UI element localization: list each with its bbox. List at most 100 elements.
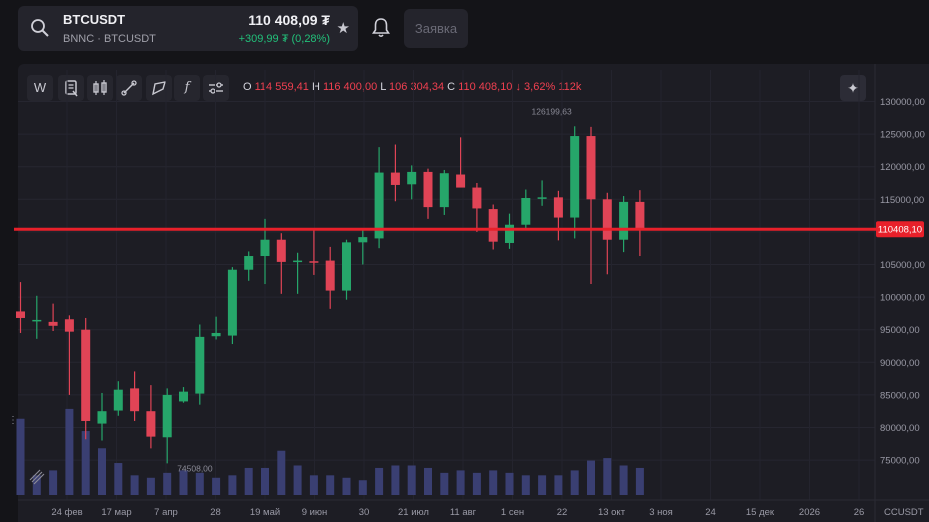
candle-body [162,394,172,438]
candle-body [570,136,580,218]
candle-body [81,329,91,421]
candle-body [456,174,466,188]
bell-icon[interactable] [371,17,391,39]
ohlc-open: 114 559,41 [254,81,309,93]
y-tick-label: 80000,00 [880,423,920,434]
x-tick-label: 11 авг [450,507,477,518]
max-price-annotation: 126199,63 [532,106,572,116]
volume-bar [81,431,90,495]
volume-bar [309,475,318,495]
volume-bar [261,467,269,495]
volume-bar [228,475,237,495]
volume-bar [440,472,449,495]
x-tick-label: 30 [359,507,370,518]
volume-bar [98,448,106,495]
star-icon[interactable]: ★ [336,20,350,37]
volume-bar [635,467,644,495]
volume-bar [603,458,612,495]
function-button[interactable]: f [174,75,200,101]
candle-body [113,389,123,411]
current-price-tag [876,221,924,238]
volume-bar [358,480,367,495]
candle-body [146,411,156,437]
x-tick-label: 13 окт [598,507,626,518]
ticker-change: +309,99 ₮ (0,28%) [238,33,330,45]
candle-body [472,187,482,209]
ticker-exchange: BNNC · BTCUSDT [63,33,156,45]
candle-body [16,311,25,318]
candle-body [179,391,188,402]
volume-bar [424,467,432,495]
x-tick-label: 22 [557,507,568,518]
volume-bar [195,472,204,495]
candle-body [488,209,498,242]
candle-body [130,388,140,412]
ohlc-close-label: C [447,81,456,93]
x-tick-label: 3 ноя [649,507,673,518]
x-tick-label: 7 апр [154,507,178,518]
shape-tool-icon[interactable] [146,75,172,101]
candle-body [97,411,107,424]
volume-bar [391,465,400,495]
y-tick-label: 95000,00 [880,325,920,336]
min-price-annotation: 74508,00 [177,463,213,473]
candle-body [407,171,417,185]
y-tick-label: 125000,00 [880,130,925,141]
y-tick-label: 85000,00 [880,390,920,401]
x-tick-label: 2026 [799,507,820,518]
y-tick-label: 130000,00 [880,97,925,108]
x-tick-label: 26 [854,507,865,518]
drag-handle-icon[interactable]: ⋮ [8,415,18,426]
candle-body [276,239,286,262]
volume-bar [505,472,514,495]
candle-body [602,199,612,240]
volume-bar [538,475,547,495]
indicator-icon[interactable] [58,75,84,101]
candle-body [358,237,368,243]
sparkle-icon[interactable]: ✦ [840,75,866,101]
volume-bar [456,470,465,495]
ticker-card[interactable]: BTCUSDT BNNC · BTCUSDT 110 408,09 ₮ +309… [18,6,358,51]
volume-bar [212,477,221,495]
candle-type-icon[interactable] [87,75,113,101]
candles [16,126,645,464]
x-tick-label: 28 [210,507,221,518]
ohlc-close: 110 408,10 [458,81,513,93]
x-tick-label: 17 мар [101,507,131,518]
ohlc-low: 106 304,34 [389,81,445,93]
volume-bar [521,475,530,495]
candle-body [309,261,319,263]
ruler-icon-stroke [29,469,45,485]
volume-bar [277,450,286,495]
candle-body [390,172,400,185]
ticker-price: 110 408,09 ₮ [248,12,330,28]
y-tick-label: 105000,00 [880,260,925,271]
volume-bar [32,475,41,495]
interval-button[interactable]: W [27,75,53,101]
volume-bar [554,475,563,495]
volume-bar [326,475,335,495]
candle-body [293,260,303,263]
candle-body [244,256,254,270]
search-icon[interactable] [30,18,50,38]
order-button[interactable]: Заявка [404,9,468,48]
candle-body [211,332,221,337]
volume-bar [472,472,481,495]
line-tool-icon[interactable] [116,75,142,101]
current-price-label: 110408,10 [878,225,922,236]
volume-bar [146,477,155,495]
ticker-symbol: BTCUSDT [63,12,126,27]
ohlc-low-label: L [380,81,386,93]
x-tick-label: 24 фев [51,507,82,518]
volume-bar [114,463,123,495]
candle-body [586,136,596,200]
ohlc-open-label: O [243,81,252,93]
volume-bar [375,467,384,495]
candle-body [537,197,547,199]
y-tick-label: 120000,00 [880,162,925,173]
candle-body [423,171,433,208]
y-tick-label: 75000,00 [880,456,920,467]
ohlc-volume: 112k [558,81,582,93]
y-tick-label: 90000,00 [880,358,920,369]
